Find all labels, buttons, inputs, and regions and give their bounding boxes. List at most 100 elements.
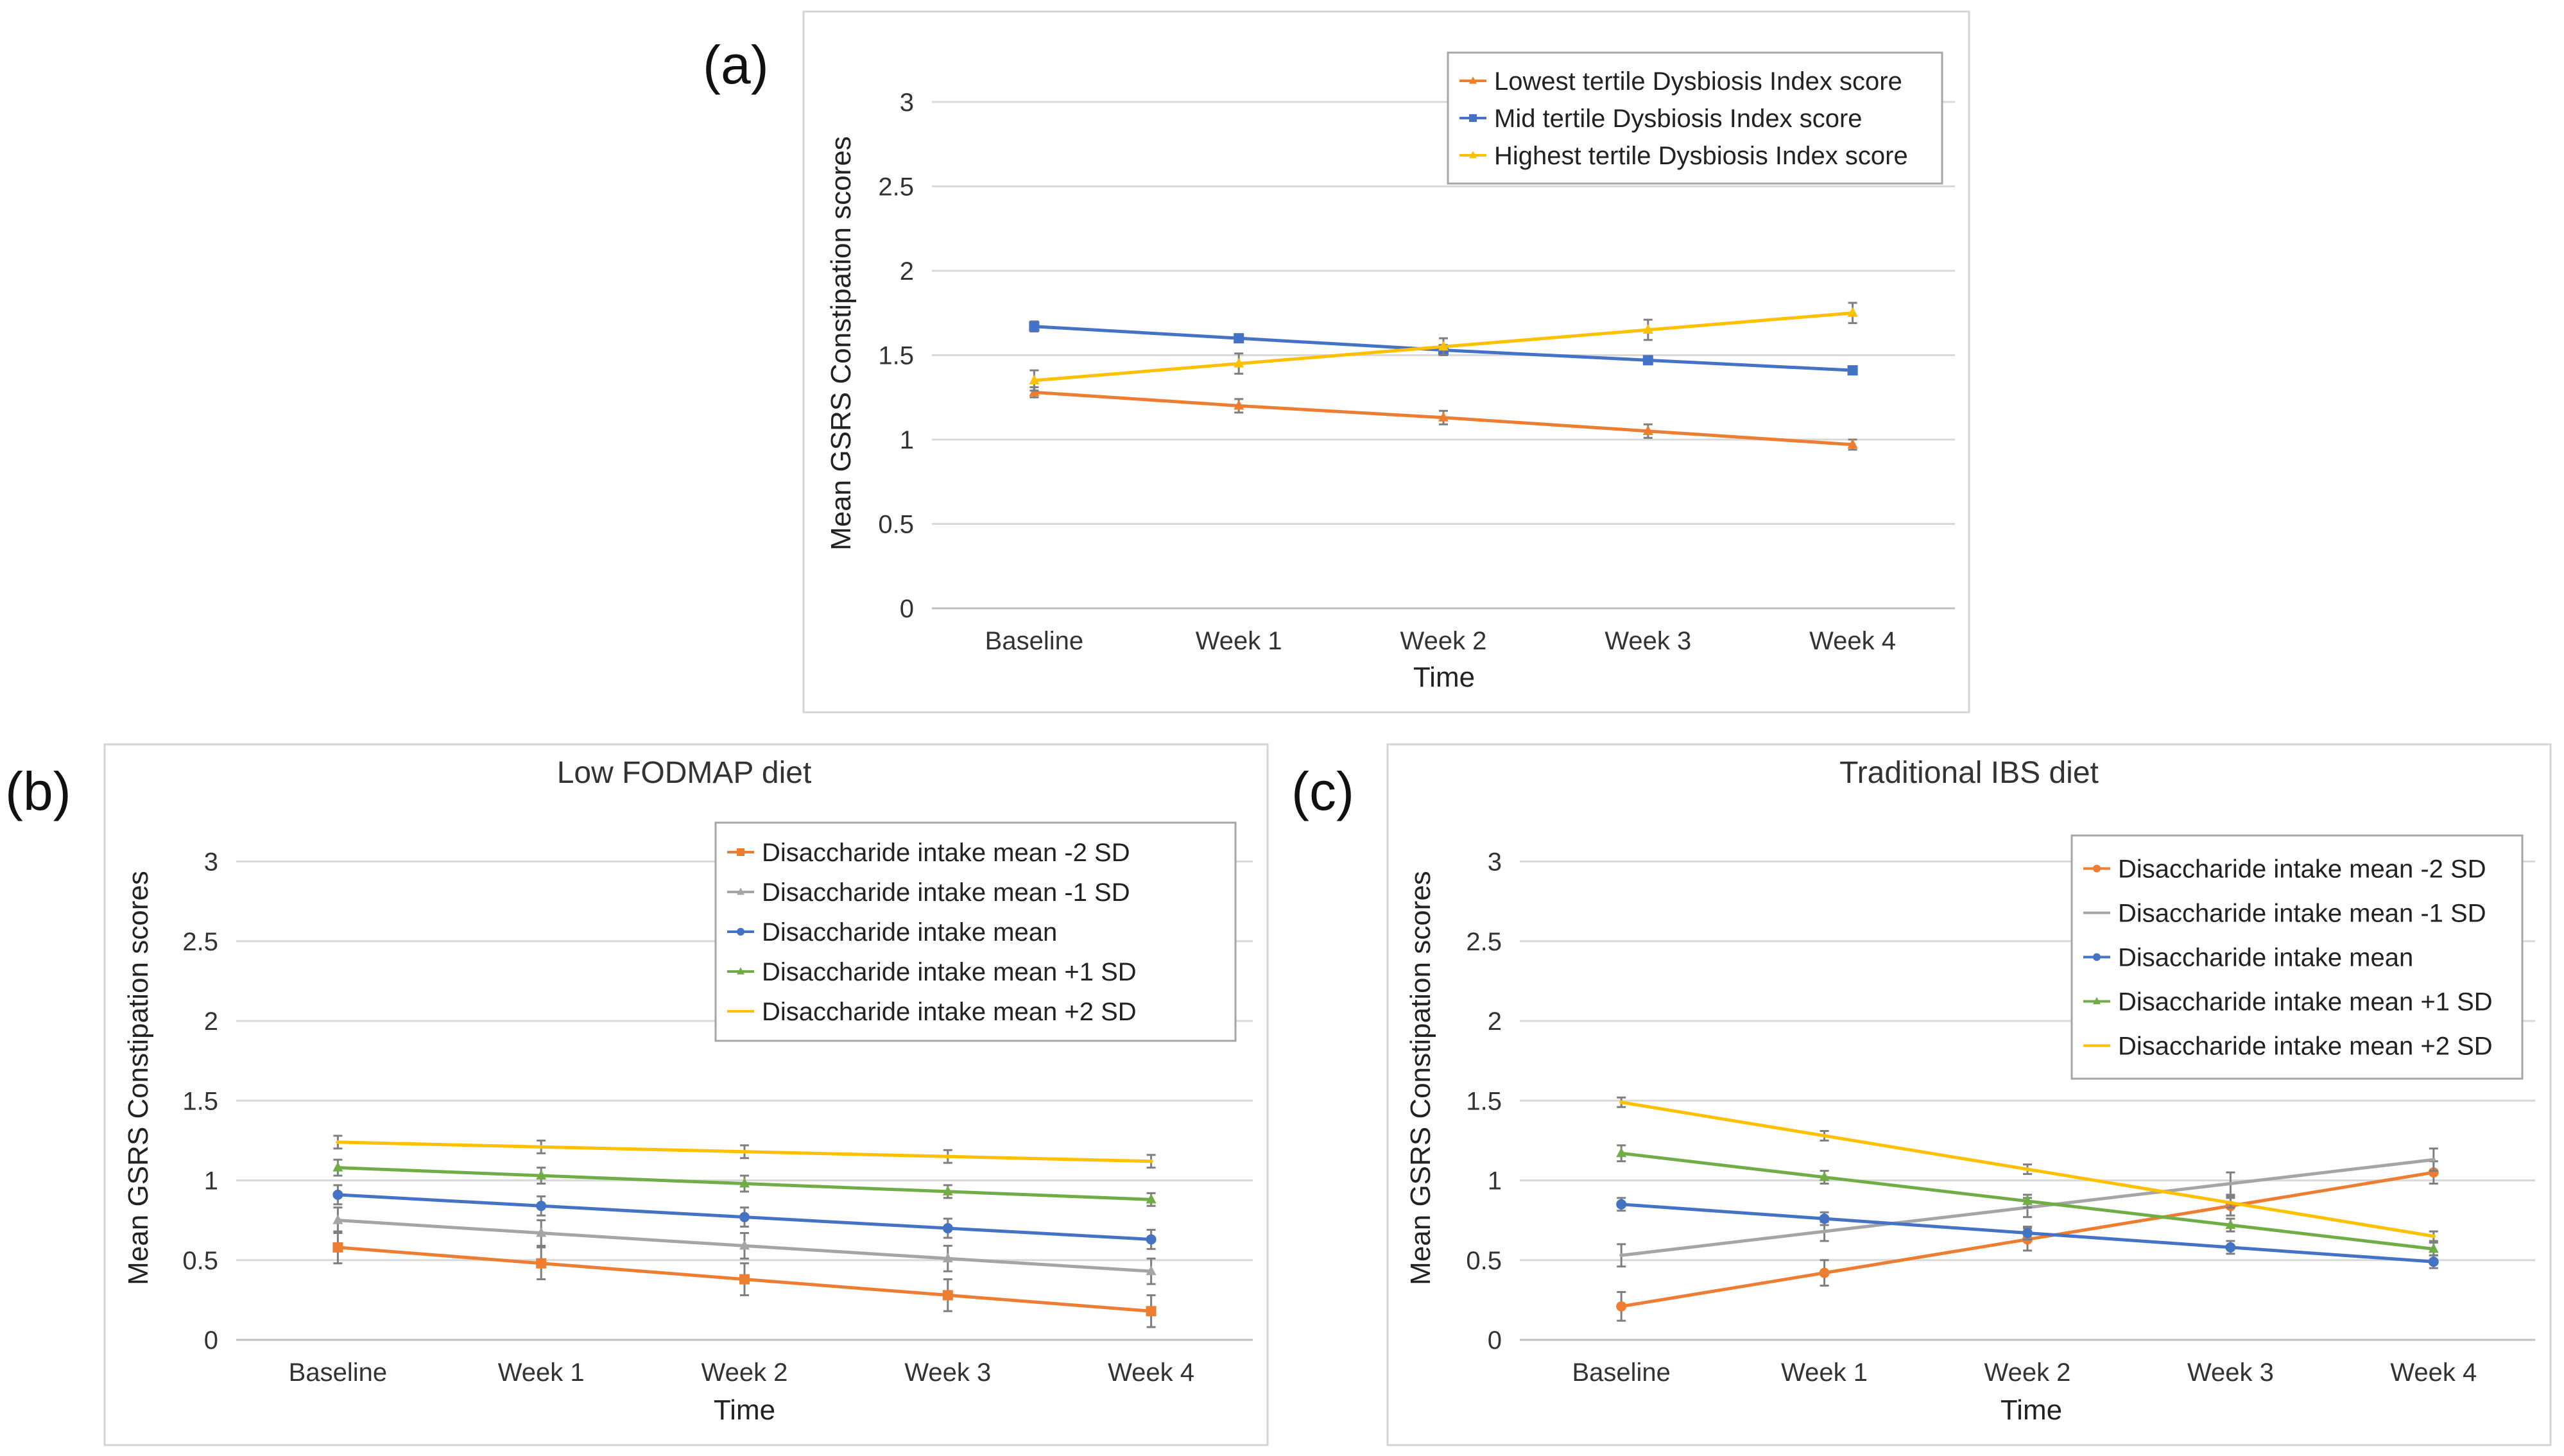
panel-a-legend-label: Lowest tertile Dysbiosis Index score	[1494, 67, 1902, 96]
panel-a-y-ticks: 0 0.5 1 1.5 2 2.5 3	[878, 89, 914, 623]
panel-b-series-3	[332, 1158, 1157, 1207]
panel-c-y-tick-label: 2.5	[1466, 928, 1502, 956]
panel-a-y-tick-label: 0.5	[878, 510, 914, 538]
panel-b-data-point	[539, 1145, 544, 1149]
panel-c-data-point	[2428, 1167, 2439, 1178]
panel-c-y-ticks: 0 0.5 1 1.5 2 2.5 3	[1466, 848, 1502, 1355]
panel-a-legend-item: Lowest tertile Dysbiosis Index score	[1459, 67, 1902, 96]
panel-b-y-ticks: 0 0.5 1 1.5 2 2.5 3	[182, 848, 218, 1355]
panel-b-legend-label: Disaccharide intake mean +2 SD	[762, 998, 1137, 1026]
panel-a-data-point	[1438, 411, 1449, 422]
panel-a-x-axis-title: Time	[1413, 662, 1475, 693]
panel-c-data-point	[1616, 1199, 1627, 1210]
panel-b-x-tick-label: Week 1	[498, 1358, 585, 1387]
panel-b-legend-label: Disaccharide intake mean -1 SD	[762, 878, 1130, 907]
panel-a-x-tick-label: Week 2	[1400, 627, 1487, 655]
panel-b-data-point	[336, 1140, 340, 1144]
panel-b-y-axis-title: Mean GSRS Constipation scores	[123, 871, 154, 1285]
panel-c-data-point	[1619, 1100, 1624, 1104]
panel-c-legend-label: Disaccharide intake mean +2 SD	[2118, 1032, 2493, 1061]
panel-b-series-4	[333, 1135, 1156, 1169]
panel-a-data-point	[1234, 333, 1244, 344]
panel-b-series-0	[332, 1230, 1157, 1328]
panel-a-x-tick-label: Week 3	[1605, 627, 1691, 655]
panel-c-legend-label: Disaccharide intake mean -2 SD	[2118, 855, 2486, 884]
panel-b-data-point	[942, 1253, 953, 1263]
panel-c-series-4	[1617, 1096, 2438, 1242]
panel-b-legend-item: Disaccharide intake mean -2 SD	[727, 839, 1130, 867]
panel-b-y-tick-label: 1	[204, 1167, 218, 1195]
panel-b-data-point	[332, 1214, 343, 1224]
panel-b-x-tick-label: Week 2	[701, 1358, 788, 1387]
panel-a-y-tick-label: 2	[900, 257, 914, 286]
panel-c-data-point	[2428, 1256, 2439, 1267]
panel-a-y-tick-label: 1.5	[878, 341, 914, 370]
panel-a-data-point	[1847, 307, 1858, 317]
panel-b-data-point	[536, 1201, 547, 1212]
panel-b-legend-label: Disaccharide intake mean +1 SD	[762, 958, 1137, 986]
panel-c-data-point	[2228, 1181, 2233, 1186]
panel-c-legend-label: Disaccharide intake mean	[2118, 944, 2413, 972]
panel-b-y-tick-label: 2	[204, 1007, 218, 1036]
panel-a-data-point	[1234, 400, 1244, 410]
panel-c-y-tick-label: 3	[1488, 848, 1502, 877]
panel-a-data-point	[1847, 438, 1858, 449]
legend-marker	[737, 967, 744, 975]
panel-c-data-point	[2431, 1158, 2436, 1162]
panel-a-y-axis-title: Mean GSRS Constipation scores	[825, 136, 857, 551]
panel-b-data-point	[739, 1178, 750, 1188]
panel-b-x-tick-label: Baseline	[289, 1358, 387, 1387]
panel-a-x-tick-label: Week 1	[1196, 627, 1282, 655]
panel-a-data-point	[1234, 357, 1244, 368]
panel-c-label: (c)	[1291, 761, 1354, 821]
panel-a-legend-label: Mid tertile Dysbiosis Index score	[1494, 105, 1863, 133]
panel-c-series-2	[1616, 1197, 2439, 1269]
panel-a-y-tick-label: 2.5	[878, 173, 914, 201]
panel-b-series	[332, 1135, 1157, 1328]
panel-b-legend-item: Disaccharide intake mean +2 SD	[727, 998, 1137, 1026]
panel-b-data-point	[945, 1154, 950, 1159]
panel-b-legend-box	[714, 821, 1237, 1042]
panel-a-legend-item: Highest tertile Dysbiosis Index score	[1459, 142, 1908, 170]
panel-c-data-point	[1819, 1171, 1830, 1181]
panel-a-data-point	[1642, 425, 1653, 435]
panel-c-data-point	[2228, 1201, 2233, 1205]
legend-marker	[2093, 997, 2101, 1004]
panel-b-title: Low FODMAP diet	[557, 756, 812, 790]
panel-a-data-point	[1642, 323, 1653, 334]
panel-b-data-point	[1146, 1194, 1157, 1204]
panel-c-y-tick-label: 1.5	[1466, 1087, 1502, 1115]
panel-b-data-point	[942, 1223, 953, 1234]
panel-c-data-point	[1819, 1267, 1830, 1278]
panel-b-y-tick-label: 3	[204, 848, 218, 877]
panel-b-y-tick-label: 2.5	[182, 928, 218, 956]
panel-c-legend-item: Disaccharide intake mean +1 SD	[2083, 988, 2493, 1016]
panel-c-x-tick-label: Baseline	[1572, 1358, 1670, 1387]
panel-b-series-2	[332, 1184, 1157, 1250]
panel-b-data-point	[739, 1240, 750, 1250]
panel-b-data-point	[739, 1212, 750, 1222]
panel-a-x-tick-label: Week 4	[1809, 627, 1896, 655]
panel-b-y-tick-label: 0	[204, 1326, 218, 1355]
panel-c-data-point	[1822, 1229, 1827, 1234]
panel-a-x-ticks: Baseline Week 1 Week 2 Week 3 Week 4	[985, 627, 1896, 655]
panel-a-data-point	[1642, 355, 1653, 366]
panel-c-legend-box	[2070, 834, 2524, 1080]
panel-c-x-tick-label: Week 4	[2390, 1358, 2477, 1387]
panel-c-data-point	[1819, 1213, 1830, 1224]
panel-b-x-axis-title: Time	[714, 1394, 775, 1426]
panel-a-series-2	[1029, 302, 1858, 392]
panel-c-data-point	[1619, 1253, 1624, 1258]
panel-c-data-point	[2026, 1167, 2029, 1172]
panel-c-x-tick-label: Week 3	[2187, 1358, 2274, 1387]
panel-b-label: (b)	[5, 761, 71, 821]
panel-c-series-3	[1616, 1144, 2439, 1256]
panel-c-legend: Disaccharide intake mean -2 SD Disacchari…	[2070, 834, 2524, 1080]
panel-c-title: Traditional IBS diet	[1839, 756, 2099, 790]
panel-c-y-tick-label: 2	[1488, 1007, 1502, 1036]
panel-a-series	[1029, 302, 1858, 451]
panel-b-legend-label: Disaccharide intake mean -2 SD	[762, 839, 1130, 867]
panel-b-y-tick-label: 0.5	[182, 1247, 218, 1275]
panel-c-data-point	[1616, 1147, 1627, 1158]
